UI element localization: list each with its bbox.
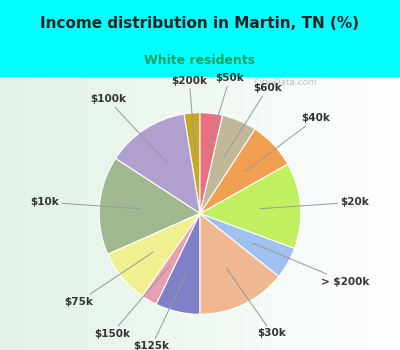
Wedge shape: [200, 214, 294, 276]
Wedge shape: [108, 214, 200, 296]
Wedge shape: [200, 164, 301, 248]
Text: $40k: $40k: [244, 113, 330, 172]
Wedge shape: [200, 214, 279, 314]
Text: White residents: White residents: [144, 54, 256, 66]
Wedge shape: [99, 159, 200, 254]
Text: Income distribution in Martin, TN (%): Income distribution in Martin, TN (%): [40, 16, 360, 30]
Text: $200k: $200k: [171, 76, 207, 153]
Wedge shape: [142, 214, 200, 304]
Wedge shape: [200, 113, 222, 214]
Text: > $200k: > $200k: [253, 243, 370, 287]
Wedge shape: [200, 129, 288, 214]
Text: $100k: $100k: [90, 94, 167, 163]
Wedge shape: [200, 115, 255, 214]
Wedge shape: [156, 214, 200, 314]
Text: $30k: $30k: [226, 268, 286, 338]
Wedge shape: [184, 113, 200, 214]
Text: $20k: $20k: [260, 197, 370, 209]
Text: $150k: $150k: [94, 266, 170, 338]
Text: $50k: $50k: [207, 73, 244, 153]
Text: $125k: $125k: [134, 272, 186, 350]
Text: $60k: $60k: [224, 83, 282, 158]
Text: $75k: $75k: [64, 252, 153, 307]
Text: $10k: $10k: [30, 197, 140, 209]
Wedge shape: [116, 114, 200, 214]
Text: City-Data.com: City-Data.com: [254, 78, 318, 87]
